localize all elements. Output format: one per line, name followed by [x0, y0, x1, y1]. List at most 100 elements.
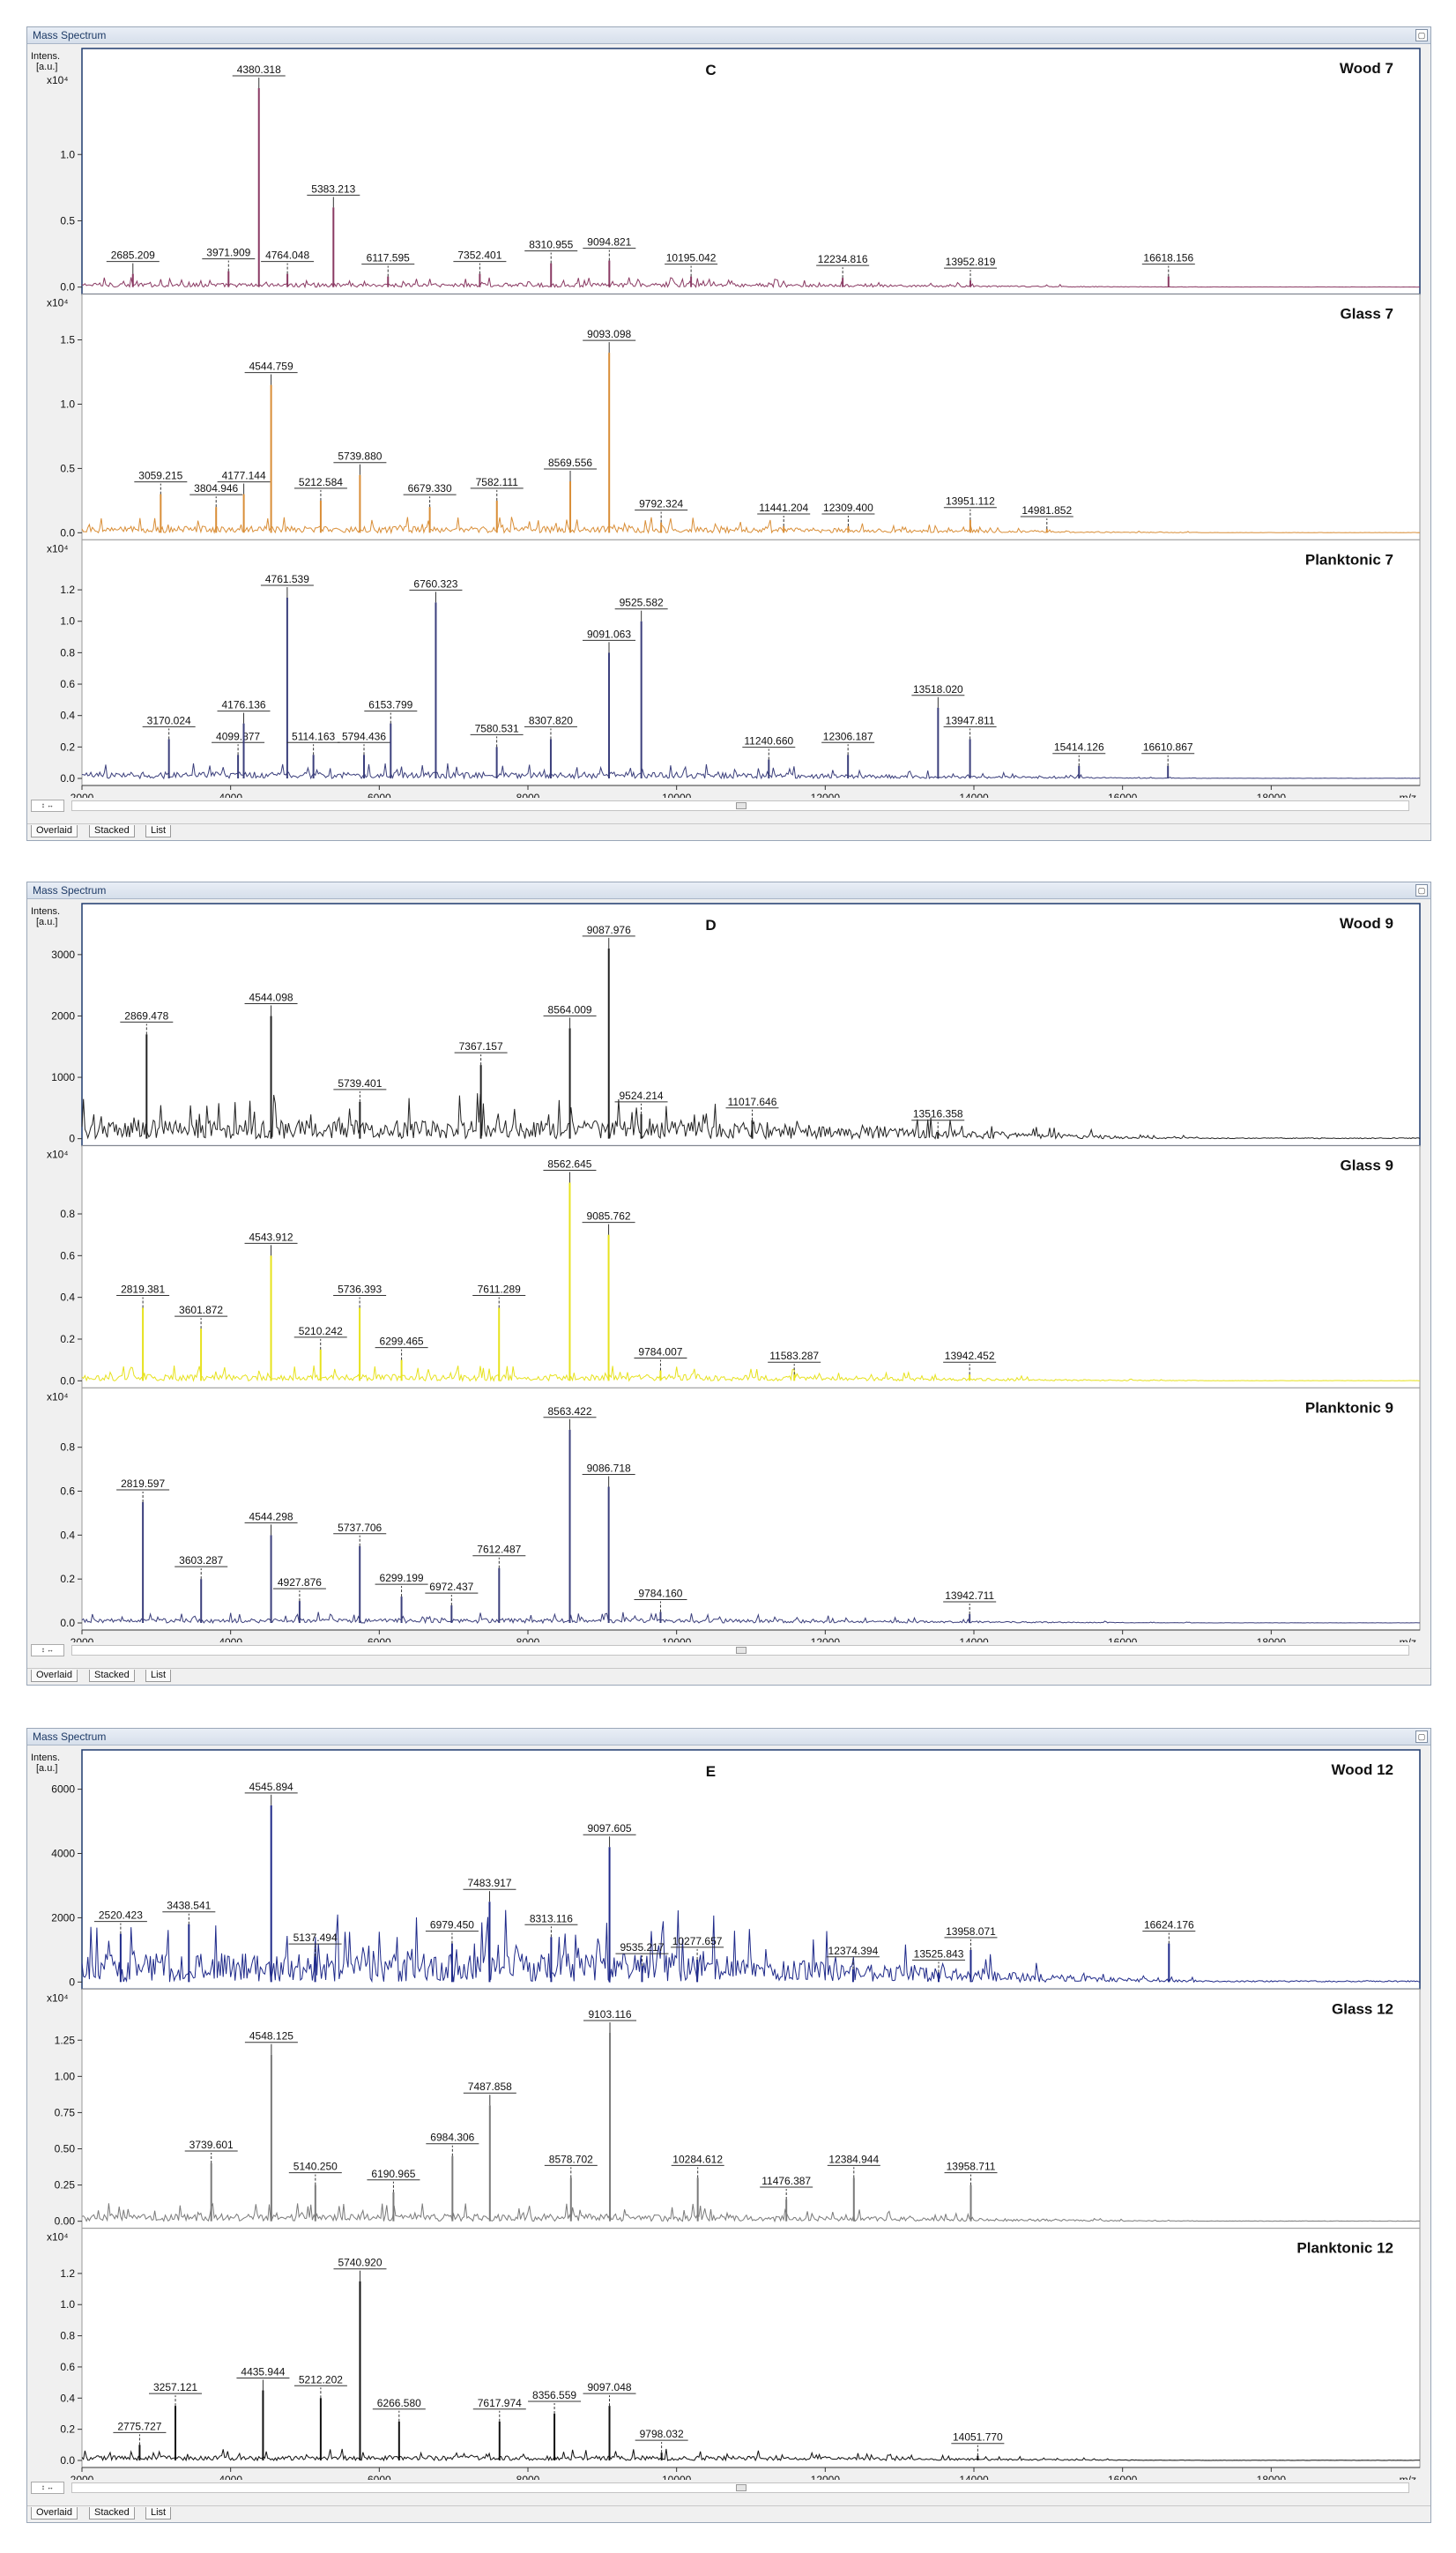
y-tick-label: 0.6: [60, 678, 75, 690]
peak-label: 5114.163: [292, 730, 335, 742]
peak-label: 14051.770: [953, 2431, 1003, 2444]
intens-unit-label: [a.u.]: [36, 62, 57, 72]
peak-label: 4176.136: [221, 699, 265, 711]
y-tick-label: 0.4: [60, 1291, 75, 1304]
peak-label: 3971.909: [206, 247, 250, 259]
y-tick-label: 0.00: [55, 2215, 76, 2228]
peak-label: 13942.452: [945, 1350, 995, 1362]
peak-label: 13516.358: [913, 1108, 963, 1120]
peak-label: 3170.024: [147, 714, 191, 726]
peak-label: 4544.098: [249, 991, 293, 1003]
peak-label: 5739.401: [338, 1077, 382, 1090]
peak-label: 5794.436: [342, 730, 386, 742]
tab-stacked[interactable]: Stacked: [89, 825, 135, 837]
panel-name: Planktonic 7: [1305, 551, 1393, 568]
spectrum-panel: x10⁴ 0.0 0.5 1.0 2685.209 3971.909 4380.318 476…: [47, 48, 1421, 295]
peak-label: 3804.946: [194, 482, 238, 495]
y-tick-label: 0.6: [60, 2361, 75, 2373]
y-tick-label: 0.2: [60, 1333, 75, 1345]
peak-label: 11441.204: [759, 502, 808, 514]
spectrum-baseline-trace: [81, 2448, 1420, 2462]
peak-label: 5740.920: [338, 2257, 382, 2269]
peak-label: 11240.660: [744, 735, 793, 748]
y-tick-label: 0.0: [60, 281, 75, 294]
peak-label: 4435.944: [241, 2365, 285, 2378]
scrollbar-thumb[interactable]: [736, 2484, 747, 2491]
tab-overlaid[interactable]: Overlaid: [31, 825, 78, 837]
tab-list[interactable]: List: [145, 1670, 172, 1682]
figure-letter: D: [705, 917, 716, 934]
peak-label: 7612.487: [477, 1544, 521, 1556]
window-titlebar: Mass Spectrum ▢: [27, 1729, 1430, 1745]
peak-label: 4177.144: [222, 470, 266, 482]
horizontal-scrollbar[interactable]: [71, 2482, 1409, 2493]
peak-label: 12309.400: [823, 502, 873, 514]
peak-label: 4543.912: [249, 1231, 293, 1243]
spectrum-baseline-trace: [81, 1611, 1420, 1625]
panel-frame: [81, 903, 1421, 1147]
panel-frame: [81, 539, 1421, 786]
spectrum-baseline-trace: [81, 1093, 1421, 1141]
maximize-icon[interactable]: ▢: [1415, 1731, 1428, 1743]
y-tick-label: 0.0: [60, 526, 75, 539]
horizontal-scrollbar[interactable]: [71, 1645, 1409, 1656]
peak-label: 7367.157: [459, 1040, 503, 1053]
peak-label: 6299.199: [380, 1572, 424, 1584]
peak-label: 7487.858: [468, 2080, 512, 2093]
horizontal-scroll-row: ↕ ↔: [27, 798, 1430, 812]
peak-label: 4764.048: [265, 249, 309, 262]
maximize-icon[interactable]: ▢: [1415, 884, 1428, 897]
intens-label: Intens.: [31, 1753, 60, 1763]
tab-overlaid[interactable]: Overlaid: [31, 1670, 78, 1682]
peak-label: 16610.867: [1143, 741, 1193, 754]
spectrum-baseline-trace: [81, 277, 1420, 289]
peak-label: 5737.706: [338, 1522, 382, 1534]
horizontal-scrollbar[interactable]: [71, 800, 1409, 811]
spectrum-baseline-trace: [81, 517, 1421, 535]
tab-list[interactable]: List: [145, 2507, 172, 2520]
scroll-spin-control[interactable]: ↕ ↔: [31, 2482, 64, 2494]
peak-label: 3059.215: [138, 470, 182, 482]
tab-overlaid[interactable]: Overlaid: [31, 2507, 78, 2520]
peak-label: 2685.209: [111, 249, 155, 262]
peak-label: 9798.032: [640, 2428, 684, 2440]
y-tick-label: 0: [69, 1133, 75, 1145]
spectrum-panel: 0 2000 4000 6000 2520.423 3438.541 4545.894 513…: [51, 1749, 1421, 1991]
y-tick-label: 0.0: [60, 1617, 75, 1629]
tab-list[interactable]: List: [145, 825, 172, 837]
scroll-spin-control[interactable]: ↕ ↔: [31, 800, 64, 812]
scrollbar-thumb[interactable]: [736, 1647, 747, 1654]
peak-label: 7580.531: [475, 722, 519, 734]
scroll-spin-control[interactable]: ↕ ↔: [31, 1644, 64, 1656]
peak-label: 4548.125: [249, 2030, 293, 2043]
panel-frame: [81, 2228, 1421, 2468]
peak-label: 11017.646: [728, 1096, 777, 1108]
peak-label: 2819.597: [121, 1477, 165, 1490]
peak-label: 6153.799: [368, 699, 412, 711]
peak-label: 3257.121: [153, 2381, 197, 2393]
figure-letter: E: [706, 1763, 716, 1780]
tab-stacked[interactable]: Stacked: [89, 2507, 135, 2520]
spectrum-panel: 0 1000 2000 3000 2869.478 4544.098 5739.401 736…: [51, 903, 1421, 1147]
panel-name: Planktonic 12: [1296, 2240, 1393, 2257]
peak-label: 13518.020: [913, 683, 963, 696]
y-tick-label: 0.4: [60, 710, 75, 722]
peak-label: 5137.494: [293, 1931, 338, 1944]
peak-label: 7352.401: [457, 249, 501, 262]
peak-label: 6266.580: [377, 2397, 421, 2409]
peak-label: 13952.819: [946, 256, 996, 268]
peak-label: 5212.584: [299, 476, 343, 488]
panel-name: Glass 9: [1341, 1157, 1394, 1174]
peak-label: 12384.944: [828, 2153, 879, 2165]
peak-label: 2775.727: [117, 2420, 161, 2432]
peak-label: 3603.287: [179, 1554, 223, 1567]
peak-label: 8563.422: [547, 1405, 591, 1418]
view-tabs: Overlaid Stacked List: [27, 1668, 1430, 1683]
scrollbar-thumb[interactable]: [736, 802, 747, 809]
peak-label: 15414.126: [1054, 741, 1104, 754]
tab-stacked[interactable]: Stacked: [89, 1670, 135, 1682]
intens-label: Intens.: [31, 906, 60, 917]
y-tick-label: 0.5: [60, 214, 75, 227]
panel-name: Glass 12: [1332, 2000, 1393, 2017]
maximize-icon[interactable]: ▢: [1415, 29, 1428, 41]
